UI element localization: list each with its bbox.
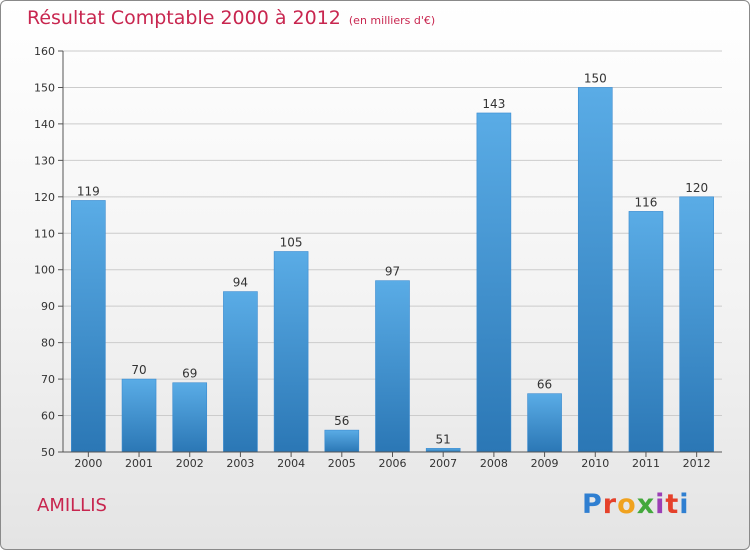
- x-tick-label-2012: 2012: [683, 457, 711, 470]
- bar-2004: [273, 251, 309, 453]
- chart-subtitle: (en milliers d'€): [348, 14, 436, 27]
- bar-2012: [679, 196, 714, 453]
- x-tick-label-2010: 2010: [581, 457, 609, 470]
- data-label-2003: 94: [233, 276, 248, 290]
- bar-2010: [577, 87, 613, 453]
- proxiti-logo: Proxiti: [582, 489, 690, 520]
- y-tick-label: 60: [41, 410, 55, 423]
- x-tick-label-2003: 2003: [226, 457, 254, 470]
- x-tick-label-2008: 2008: [480, 457, 508, 470]
- y-tick-label: 100: [34, 264, 55, 277]
- y-tick-label: 160: [34, 45, 55, 58]
- bar-2008: [476, 112, 512, 453]
- bar-2011: [628, 211, 664, 453]
- data-label-2007: 51: [436, 432, 451, 446]
- data-label-2008: 143: [482, 97, 505, 111]
- bar-2002: [172, 382, 208, 453]
- y-tick-label: 120: [34, 191, 55, 204]
- data-labels: 119 70 69 94 105 56 97 51 143 66 150 116 120: [77, 71, 708, 446]
- y-tick-label: 130: [34, 154, 55, 167]
- commune-name: AMILLIS: [37, 495, 107, 516]
- x-tick-label-2002: 2002: [176, 457, 204, 470]
- proxiti-logo-text: Proxiti: [582, 489, 690, 520]
- data-label-2004: 105: [280, 236, 303, 250]
- y-tick-label: 50: [41, 446, 55, 459]
- data-label-2012: 120: [685, 181, 708, 195]
- x-tick-label-2001: 2001: [125, 457, 153, 470]
- data-label-2001: 70: [131, 363, 146, 377]
- y-tick-label: 150: [34, 81, 55, 94]
- data-label-2009: 66: [537, 378, 552, 392]
- data-label-2005: 56: [334, 414, 349, 428]
- axes: 50 60 70 80 90 100 110 120 130 140 150 160 2000 2001 2…: [34, 45, 722, 470]
- y-tick-label: 110: [34, 227, 55, 240]
- y-tick-label: 70: [41, 373, 55, 386]
- bar-2005: [324, 429, 360, 453]
- x-tick-label-2005: 2005: [328, 457, 356, 470]
- bar-2003: [223, 291, 258, 453]
- x-tick-label-2004: 2004: [277, 457, 305, 470]
- x-tick-label-2009: 2009: [531, 457, 559, 470]
- data-label-2011: 116: [635, 195, 658, 209]
- x-tick-label-2011: 2011: [632, 457, 660, 470]
- bar-2009: [527, 393, 562, 453]
- data-label-2010: 150: [584, 71, 607, 85]
- bar-2001: [121, 378, 157, 453]
- data-label-2002: 69: [182, 367, 197, 381]
- y-tick-label: 80: [41, 337, 55, 350]
- y-tick-label: 140: [34, 118, 55, 131]
- y-tick-label: 90: [41, 300, 55, 313]
- x-tick-label-2000: 2000: [74, 457, 102, 470]
- chart-title: Résultat Comptable 2000 à 2012 (en millie…: [27, 7, 436, 29]
- bar-2007: [425, 448, 461, 453]
- x-tick-label-2006: 2006: [379, 457, 407, 470]
- bar-2006: [375, 280, 410, 453]
- data-label-2000: 119: [77, 184, 100, 198]
- x-tick-label-2007: 2007: [429, 457, 457, 470]
- data-label-2006: 97: [385, 265, 400, 279]
- bar-2000: [71, 200, 106, 453]
